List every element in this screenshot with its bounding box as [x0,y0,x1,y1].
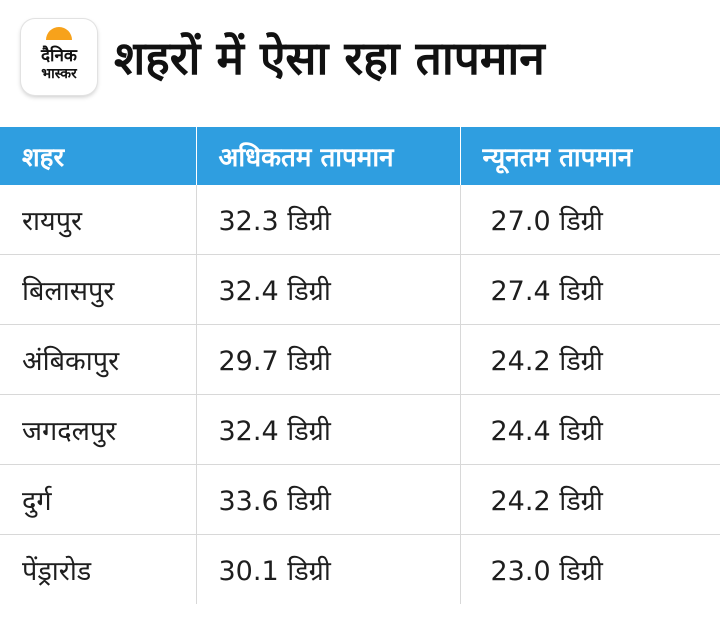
max-temp-cell: 29.7 डिग्री [196,324,461,395]
city-cell: दुर्ग [0,464,197,535]
min-temp-cell: 24.2 डिग्री [460,464,720,535]
column-header-max-temp: अधिकतम तापमान [196,127,461,185]
table-row: दुर्ग 33.6 डिग्री 24.2 डिग्री [0,464,720,535]
city-cell: पेंड्रारोड [0,534,197,604]
page-title: शहरों में ऐसा रहा तापमान [114,31,545,85]
city-cell: रायपुर [0,185,197,255]
table-row: जगदलपुर 32.4 डिग्री 24.4 डिग्री [0,394,720,465]
city-cell: जगदलपुर [0,394,197,465]
table-header-row: शहर अधिकतम तापमान न्यूनतम तापमान [0,127,720,185]
logo-text-line1: दैनिक [41,46,77,66]
city-cell: अंबिकापुर [0,324,197,395]
min-temp-cell: 24.4 डिग्री [460,394,720,465]
min-temp-cell: 23.0 डिग्री [490,556,603,587]
city-cell: बिलासपुर [0,254,197,325]
max-temp-cell: 32.3 डिग्री [196,185,461,255]
max-temp-cell: 30.1 डिग्री [196,534,461,604]
column-header-city: शहर [0,127,197,185]
max-temp-cell: 32.4 डिग्री [196,394,461,465]
min-temp-cell: 27.4 डिग्री [460,254,720,325]
max-temp-cell: 32.4 डिग्री [196,254,461,325]
sun-icon [46,27,72,40]
logo-text-line2: भास्कर [41,66,77,82]
table-row: रायपुर 32.3 डिग्री 27.0 डिग्री [0,185,720,255]
temperature-table: शहर अधिकतम तापमान न्यूनतम तापमान रायपुर … [0,127,720,604]
max-temp-cell: 33.6 डिग्री [196,464,461,535]
column-header-min-temp: न्यूनतम तापमान [460,127,720,185]
header: दैनिक भास्कर शहरों में ऐसा रहा तापमान [0,0,720,122]
dainik-bhaskar-logo: दैनिक भास्कर [21,19,97,95]
min-temp-cell: 24.2 डिग्री [460,324,720,395]
table-row: पेंड्रारोड 30.1 डिग्री 23.0 डिग्री [0,534,720,604]
min-temp-cell: 27.0 डिग्री [460,185,720,255]
table-row: बिलासपुर 32.4 डिग्री 27.4 डिग्री [0,254,720,325]
table-row: अंबिकापुर 29.7 डिग्री 24.2 डिग्री [0,324,720,395]
